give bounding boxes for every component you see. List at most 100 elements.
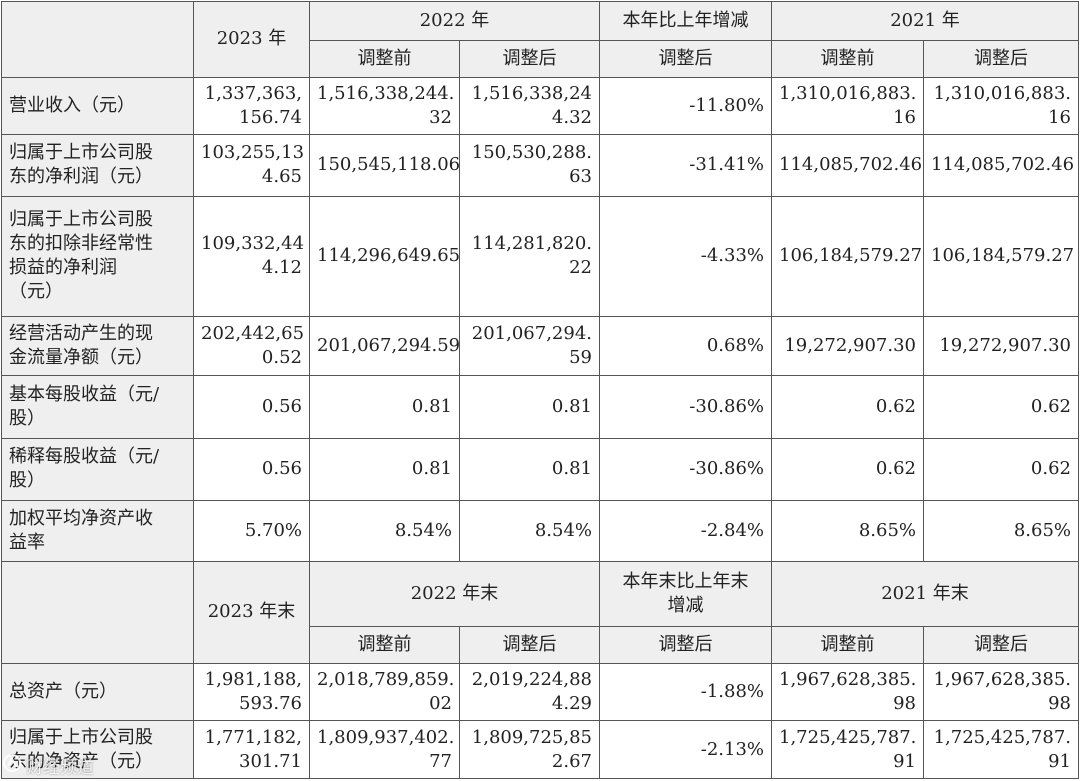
subheader-2021-after: 调整后 [923,39,1079,78]
header-2021: 2021 年 [771,1,1079,41]
cell-2022-before: 150,545,118.06 [309,134,460,197]
cell-2023: 109,332,44 4.12 [193,195,310,317]
table-row: 加权平均净资产收 益率 5.70% 8.54% 8.54% -2.84% 8.6… [1,500,1079,562]
cell-2021-after: 1,310,016,883. 16 [923,76,1079,136]
cell-2021-before: 1,967,628,385. 98 [771,663,924,722]
cell-change: -30.86% [599,437,772,502]
subheader-2021-after: 调整后 [923,626,1079,665]
cell-2021-before: 1,725,425,787. 91 [771,720,924,779]
cell-2022-after: 1,516,338,24 4.32 [459,76,600,136]
header-2023: 2023 年 [193,1,310,78]
subheader-2021-before: 调整前 [771,626,924,665]
cell-change: -2.13% [599,720,772,779]
cell-2022-before: 8.54% [309,500,460,562]
cell-2023: 202,442,65 0.52 [193,315,310,377]
cell-2021-after: 0.62 [923,437,1079,502]
cell-2021-after: 1,967,628,385. 98 [923,663,1079,722]
table-row: 归属于上市公司股 东的净资产（元） 1,771,182, 301.71 1,80… [1,720,1079,779]
row-label: 基本每股收益（元/ 股） [1,375,194,439]
cell-2023: 1,337,363, 156.74 [193,76,310,136]
cell-2023: 1,771,182, 301.71 [193,720,310,779]
cell-2023: 5.70% [193,500,310,562]
cell-change: -31.41% [599,134,772,197]
cell-2021-after: 114,085,702.46 [923,134,1079,197]
cell-2021-before: 8.65% [771,500,924,562]
cell-2022-after: 8.54% [459,500,600,562]
cell-2021-before: 0.62 [771,375,924,439]
cell-2021-after: 19,272,907.30 [923,315,1079,377]
cell-2022-before: 201,067,294.59 [309,315,460,377]
table-row: 营业收入（元） 1,337,363, 156.74 1,516,338,244.… [1,76,1079,136]
subheader-2022-after: 调整后 [459,626,600,665]
header-row: 2023 年末 2022 年末 本年末比上年末 增减 2021 年末 [1,560,1079,665]
header-2022: 2022 年 [309,1,600,41]
cell-change: -1.88% [599,663,772,722]
header-empty-cell [1,560,194,665]
cell-2022-after: 2,019,224,88 4.29 [459,663,600,722]
cell-2022-before: 2,018,789,859. 02 [309,663,460,722]
row-label: 归属于上市公司股 东的净资产（元） [1,720,194,779]
cell-2021-before: 0.62 [771,437,924,502]
header-2022-end: 2022 年末 [309,560,600,628]
cell-change: -2.84% [599,500,772,562]
row-label: 经营活动产生的现 金流量净额（元） [1,315,194,377]
row-label: 归属于上市公司股 东的扣除非经常性 损益的净利润 （元） [1,195,194,317]
cell-2022-after: 0.81 [459,375,600,439]
cell-2021-before: 1,310,016,883. 16 [771,76,924,136]
cell-2022-before: 0.81 [309,437,460,502]
cell-2022-before: 114,296,649.65 [309,195,460,317]
watermark: 财经频道 [2,752,94,778]
table-row: 归属于上市公司股 东的扣除非经常性 损益的净利润 （元） 109,332,44 … [1,195,1079,317]
cell-change: -30.86% [599,375,772,439]
row-label: 营业收入（元） [1,76,194,136]
cell-2022-after: 201,067,294. 59 [459,315,600,377]
table-row: 基本每股收益（元/ 股） 0.56 0.81 0.81 -30.86% 0.62… [1,375,1079,439]
subheader-row: 调整前 调整后 调整后 调整前 调整后 [2,39,1079,78]
cell-2022-after: 150,530,288. 63 [459,134,600,197]
subheader-2022-before: 调整前 [309,626,460,665]
cell-2022-before: 1,516,338,244. 32 [309,76,460,136]
subheader-2022-before: 调整前 [309,39,460,78]
table-row: 稀释每股收益（元/ 股） 0.56 0.81 0.81 -30.86% 0.62… [1,437,1079,502]
cell-change: -4.33% [599,195,772,317]
table-row: 总资产（元） 1,981,188, 593.76 2,018,789,859. … [1,663,1079,722]
cell-2021-before: 114,085,702.46 [771,134,924,197]
header-empty-cell [1,1,194,78]
subheader-change-after: 调整后 [599,626,772,665]
subheader-2021-before: 调整前 [771,39,924,78]
row-label: 归属于上市公司股 东的净利润（元） [1,134,194,197]
cell-2021-before: 19,272,907.30 [771,315,924,377]
header-row: 2023 年 2022 年 本年比上年增减 2021 年 [1,1,1079,78]
watermark-text: 财经频道 [26,757,94,778]
row-label: 加权平均净资产收 益率 [1,500,194,562]
cell-2022-before: 0.81 [309,375,460,439]
row-label: 总资产（元） [1,663,194,722]
subheader-row: 调整前 调整后 调整后 调整前 调整后 [2,626,1079,665]
cell-2022-after: 114,281,820. 22 [459,195,600,317]
cell-2021-after: 8.65% [923,500,1079,562]
cell-2023: 0.56 [193,375,310,439]
cell-2021-after: 0.62 [923,375,1079,439]
cell-2022-after: 0.81 [459,437,600,502]
cell-2021-after: 1,725,425,787. 91 [923,720,1079,779]
cell-change: -11.80% [599,76,772,136]
row-label: 稀释每股收益（元/ 股） [1,437,194,502]
table-row: 经营活动产生的现 金流量净额（元） 202,442,65 0.52 201,06… [1,315,1079,377]
cell-2021-after: 106,184,579.27 [923,195,1079,317]
header-2023-end: 2023 年末 [193,560,310,665]
header-change: 本年比上年增减 [599,1,772,41]
subheader-change-after: 调整后 [599,39,772,78]
logo-icon [2,753,22,778]
cell-2022-before: 1,809,937,402. 77 [309,720,460,779]
cell-2023: 1,981,188, 593.76 [193,663,310,722]
subheader-2022-after: 调整后 [459,39,600,78]
cell-2023: 0.56 [193,437,310,502]
cell-2022-after: 1,809,725,85 2.67 [459,720,600,779]
cell-2021-before: 106,184,579.27 [771,195,924,317]
header-2021-end: 2021 年末 [771,560,1079,628]
header-change-end: 本年末比上年末 增减 [599,560,772,628]
cell-change: 0.68% [599,315,772,377]
table-row: 归属于上市公司股 东的净利润（元） 103,255,13 4.65 150,54… [1,134,1079,197]
cell-2023: 103,255,13 4.65 [193,134,310,197]
